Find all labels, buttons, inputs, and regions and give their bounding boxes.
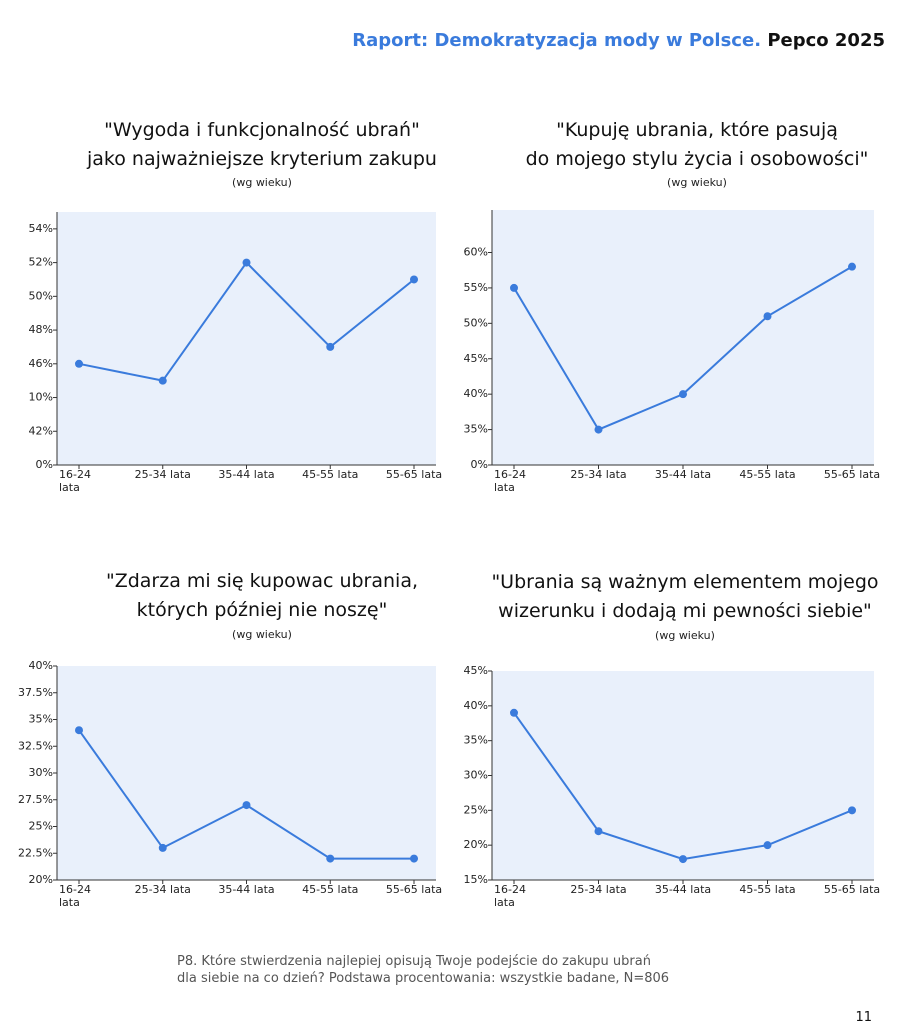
chart-title: "Kupuję ubrania, które pasują do mojego … [525, 119, 869, 170]
chart-subtitle: (wg wieku) [655, 629, 715, 642]
chart-title: "Wygoda i funkcjonalność ubrań" jako naj… [87, 119, 437, 170]
x-tick-label: 55-65 lata [823, 468, 881, 481]
marker [158, 843, 167, 852]
x-tick-label: 25-34 lata [570, 468, 627, 481]
x-tick-label: 35-44 lata [218, 883, 275, 896]
x-tick-label: 55-65 lata [823, 883, 881, 896]
footnote-line: P8. Które stwierdzenia najlepiej opisują… [177, 954, 651, 969]
marker [848, 806, 856, 815]
y-tick-label: 15% [464, 873, 488, 886]
marker [75, 359, 83, 368]
x-tick-label: 35-44 lata [654, 468, 712, 481]
y-tick-label: 10% [29, 391, 53, 404]
x-tick-label: 35-44 lata [218, 468, 275, 481]
marker [242, 258, 251, 267]
y-tick-label: 45% [464, 664, 488, 677]
marker [763, 312, 772, 321]
y-tick-label: 25% [29, 820, 53, 833]
marker [594, 827, 603, 836]
y-tick-label: 42% [29, 424, 53, 437]
marker [326, 854, 335, 863]
marker [679, 855, 687, 864]
header: Raport: Demokratyzacja mody w Polsce. Pe… [352, 30, 885, 51]
x-tick-label: 55-65 lata [385, 883, 443, 896]
plot-area [57, 666, 436, 880]
y-tick-label: 35% [464, 423, 488, 436]
plot-area [492, 671, 874, 880]
x-tick-label: 55-65 lata [385, 468, 443, 481]
marker [75, 726, 83, 735]
marker [326, 342, 335, 351]
x-tick-label: 25-34 lata [570, 883, 627, 896]
y-tick-label: 37.5% [18, 686, 53, 699]
x-tick-label: 45-55 lata [302, 468, 359, 481]
marker [242, 801, 251, 810]
y-tick-label: 45% [464, 352, 488, 365]
y-tick-label: 22.5% [18, 846, 53, 859]
y-tick-label: 35% [29, 713, 53, 726]
y-tick-label: 60% [464, 246, 488, 259]
y-tick-label: 20% [464, 838, 488, 851]
marker [763, 841, 772, 850]
x-tick-label: 25-34 lata [134, 468, 191, 481]
y-tick-label: 52% [29, 256, 53, 269]
y-tick-label: 30% [29, 766, 53, 779]
marker [679, 390, 687, 399]
x-tick-label: 45-55 lata [739, 883, 796, 896]
marker [510, 283, 518, 292]
marker [410, 854, 418, 863]
y-tick-label: 0% [471, 458, 488, 471]
footnote-line: dla siebie na co dzień? Podstawa procent… [177, 971, 670, 986]
y-tick-label: 50% [29, 289, 53, 302]
plot-area [57, 212, 436, 465]
marker [848, 262, 856, 271]
y-tick-label: 40% [464, 699, 488, 712]
y-tick-label: 32.5% [18, 739, 53, 752]
y-tick-label: 25% [464, 803, 488, 816]
x-tick-label: 16-24 lata [59, 468, 91, 494]
y-tick-label: 54% [29, 222, 53, 235]
marker [510, 708, 518, 717]
y-tick-label: 55% [464, 281, 488, 294]
x-tick-label: 16-24 lata [494, 468, 526, 494]
marker [158, 376, 167, 385]
page-number: 11 [855, 1010, 872, 1024]
y-tick-label: 48% [29, 323, 53, 336]
x-tick-label: 35-44 lata [654, 883, 712, 896]
brand: Pepco 2025 [767, 30, 885, 51]
marker [594, 425, 603, 434]
x-tick-label: 16-24 lata [494, 883, 526, 909]
chart-subtitle: (wg wieku) [667, 176, 727, 189]
y-tick-label: 20% [29, 873, 53, 886]
y-tick-label: 50% [464, 316, 488, 329]
marker [410, 275, 418, 284]
y-tick-label: 40% [464, 387, 488, 400]
chart-title: "Zdarza mi się kupowac ubrania, których … [105, 570, 419, 621]
y-tick-label: 27.5% [18, 793, 53, 806]
y-tick-label: 35% [464, 734, 488, 747]
chart-title: "Ubrania są ważnym elementem mojego wize… [491, 571, 879, 622]
x-tick-label: 25-34 lata [134, 883, 191, 896]
y-tick-label: 30% [464, 769, 488, 782]
report-title: Raport: Demokratyzacja mody w Polsce. [352, 30, 762, 51]
chart-subtitle: (wg wieku) [232, 176, 292, 189]
y-tick-label: 0% [36, 458, 53, 471]
x-tick-label: 45-55 lata [739, 468, 796, 481]
footnote: P8. Które stwierdzenia najlepiej opisują… [177, 953, 669, 987]
y-tick-label: 40% [29, 659, 53, 672]
y-tick-label: 46% [29, 357, 53, 370]
chart-subtitle: (wg wieku) [232, 628, 292, 641]
plot-area [492, 210, 874, 465]
x-tick-label: 45-55 lata [302, 883, 359, 896]
x-tick-label: 16-24 lata [59, 883, 91, 909]
